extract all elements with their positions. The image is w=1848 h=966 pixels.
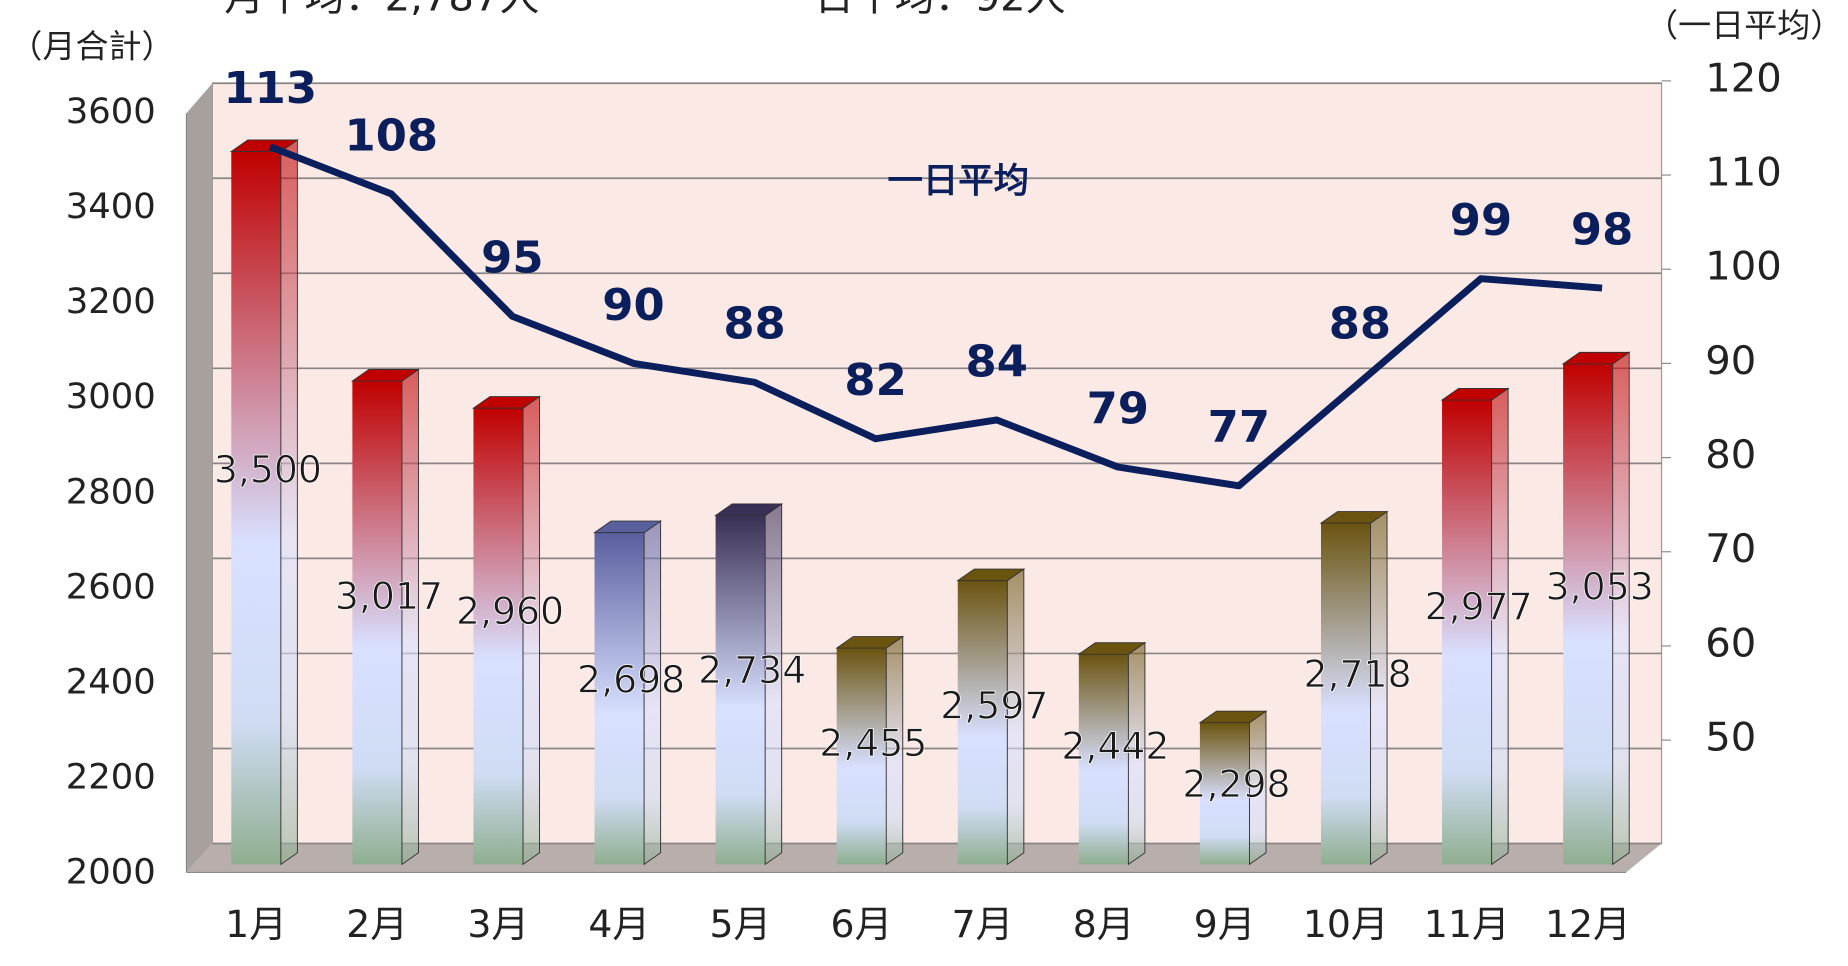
y2-tick-label: 70 — [1705, 527, 1756, 573]
line-value-label: 99 — [1450, 195, 1512, 245]
line-value-label: 90 — [602, 280, 664, 330]
side-wall — [186, 83, 213, 873]
x-tick-label: 11月 — [1424, 902, 1510, 946]
bar — [352, 381, 402, 865]
y-tick-label: 3400 — [66, 187, 156, 228]
line-value-label: 113 — [223, 64, 317, 114]
y-tick-label: 2800 — [66, 472, 156, 513]
line-value-label: 108 — [345, 111, 439, 161]
y2-tick-label: 120 — [1705, 56, 1782, 102]
line-value-label: 77 — [1208, 403, 1270, 453]
bar-value-label: 2,455 — [819, 721, 927, 765]
y-tick-label: 2600 — [66, 567, 156, 608]
bar-value-label: 2,698 — [577, 658, 685, 702]
line-value-label: 79 — [1087, 384, 1149, 434]
y2-tick-label: 80 — [1705, 432, 1756, 478]
line-series-name: 一日平均 — [887, 161, 1029, 202]
y2-tick-label: 60 — [1705, 621, 1756, 667]
bar — [231, 151, 281, 865]
bar — [1442, 400, 1492, 865]
bar-value-label: 2,734 — [698, 648, 806, 692]
line-value-label: 84 — [966, 337, 1028, 387]
y-tick-label: 3600 — [66, 91, 156, 132]
bar-top — [1198, 710, 1268, 724]
x-tick-label: 9月 — [1194, 902, 1256, 946]
x-tick-label: 10月 — [1303, 902, 1389, 946]
line-value-label: 82 — [844, 356, 906, 406]
line — [268, 143, 1603, 490]
bar-top — [593, 520, 663, 534]
y-tick-label: 2200 — [66, 757, 156, 798]
bar-value-label: 3,500 — [214, 448, 322, 492]
bar-top — [1077, 642, 1147, 655]
x-tick-label: 2月 — [346, 902, 408, 946]
y2-tick-label: 110 — [1705, 150, 1782, 196]
bar-top — [835, 636, 905, 649]
annotation: 日平均：92人 — [814, 0, 1066, 20]
bar-top — [1319, 511, 1389, 524]
bar — [1563, 363, 1613, 865]
floor — [186, 843, 1662, 873]
line-value-label: 98 — [1571, 205, 1633, 255]
bar-value-label: 2,442 — [1061, 725, 1169, 769]
annotation: 月平均：2,787人 — [224, 0, 539, 20]
bars — [229, 139, 1631, 866]
bar-value-label: 2,977 — [1425, 585, 1533, 629]
y-tick-label: 3000 — [66, 377, 156, 418]
labels: 2000 2200 2400 2600 2800 3000 3200 3400 3600 50 60… — [66, 56, 1782, 946]
bar-top — [471, 396, 542, 409]
line-value-label: 88 — [1329, 299, 1391, 349]
bar-side — [280, 139, 298, 866]
x-tick-label: 4月 — [588, 902, 650, 946]
line-value-label: 88 — [723, 299, 785, 349]
bar-top — [1440, 388, 1510, 401]
bar — [836, 648, 887, 865]
bar-top — [956, 568, 1026, 582]
bar-value-label: 2,597 — [940, 684, 1048, 728]
line-value-label: 95 — [481, 233, 543, 283]
y2-tick-label: 50 — [1705, 715, 1756, 761]
bar-value-label: 2,960 — [456, 589, 564, 633]
y2-tick-label: 100 — [1705, 244, 1782, 290]
bar-value-label: 3,017 — [335, 574, 443, 618]
bar — [1078, 654, 1129, 865]
bar-top — [1561, 351, 1631, 365]
grid — [212, 80, 1671, 845]
x-tick-label: 1月 — [225, 902, 287, 946]
x-tick-label: 7月 — [952, 902, 1014, 946]
bar — [957, 580, 1008, 865]
x-tick-label: 12月 — [1545, 902, 1631, 946]
y2-tick-label: 90 — [1705, 338, 1756, 384]
y-axis-label: （月合計） — [9, 28, 174, 66]
bar — [594, 532, 645, 865]
bar-value-label: 2,718 — [1304, 652, 1412, 696]
bar-top — [350, 369, 420, 382]
bar — [1199, 722, 1250, 865]
x-tick-label: 6月 — [831, 902, 893, 946]
bar-value-label: 3,053 — [1546, 565, 1654, 609]
y2-axis-label: （一日平均） — [1645, 7, 1843, 45]
bar-top — [714, 503, 784, 516]
y-tick-label: 2400 — [66, 662, 156, 703]
bar-value-label: 2,298 — [1182, 762, 1290, 806]
x-tick-label: 5月 — [709, 902, 771, 946]
x-tick-label: 3月 — [467, 902, 529, 946]
bar — [473, 408, 524, 865]
x-tick-label: 8月 — [1073, 902, 1135, 946]
y-tick-label: 3200 — [66, 282, 156, 323]
y-tick-label: 2000 — [66, 852, 156, 893]
bar — [715, 515, 766, 865]
bar — [1320, 523, 1371, 865]
